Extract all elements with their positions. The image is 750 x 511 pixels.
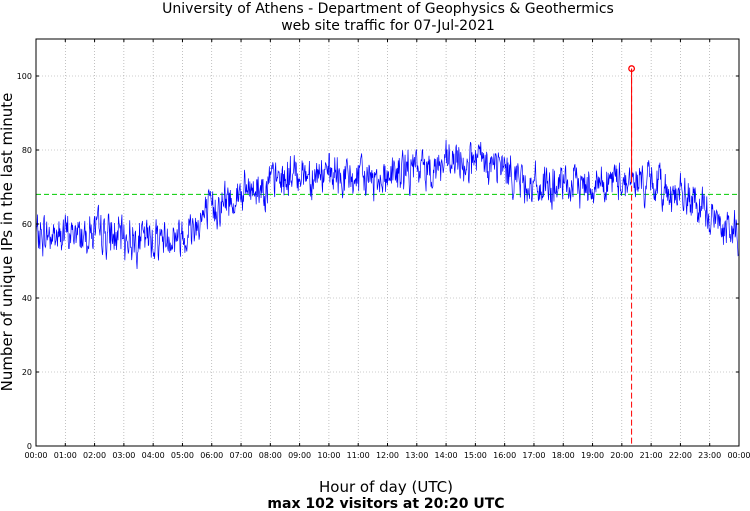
x-tick-label: 12:00 xyxy=(376,451,399,460)
x-tick-label: 16:00 xyxy=(493,451,516,460)
x-tick-label: 23:00 xyxy=(698,451,721,460)
x-tick-label: 06:00 xyxy=(200,451,223,460)
x-tick-label: 08:00 xyxy=(259,451,282,460)
series-line-visitors xyxy=(35,139,739,269)
y-tick-label: 20 xyxy=(22,368,32,377)
x-tick-label: 13:00 xyxy=(405,451,428,460)
y-axis-ticks: 0 20 40 60 80 100 xyxy=(17,72,739,451)
x-tick-label: 00:00 xyxy=(727,451,750,460)
x-tick-label: 15:00 xyxy=(464,451,487,460)
x-tick-label: 02:00 xyxy=(83,451,106,460)
max-marker-point xyxy=(628,65,636,73)
max-marker-group xyxy=(628,65,636,446)
x-tick-label: 03:00 xyxy=(112,451,135,460)
x-axis-label: Hour of day (UTC) xyxy=(319,478,453,496)
x-tick-label: 18:00 xyxy=(552,451,575,460)
x-tick-label: 05:00 xyxy=(171,451,194,460)
x-tick-label: 19:00 xyxy=(581,451,604,460)
series-group xyxy=(35,139,739,269)
x-tick-label: 07:00 xyxy=(230,451,253,460)
x-tick-label: 11:00 xyxy=(347,451,370,460)
x-tick-label: 17:00 xyxy=(522,451,545,460)
y-tick-label: 0 xyxy=(27,442,32,451)
chart-title: University of Athens - Department of Geo… xyxy=(162,1,614,17)
y-tick-label: 80 xyxy=(22,146,32,155)
x-tick-label: 10:00 xyxy=(317,451,340,460)
x-tick-label: 21:00 xyxy=(640,451,663,460)
x-tick-label: 20:00 xyxy=(610,451,633,460)
y-tick-label: 60 xyxy=(22,220,32,229)
max-visitors-summary: max 102 visitors at 20:20 UTC xyxy=(267,496,504,511)
x-tick-label: 04:00 xyxy=(142,451,165,460)
x-tick-label: 00:00 xyxy=(24,451,47,460)
grid-lines xyxy=(36,39,739,446)
x-tick-label: 01:00 xyxy=(54,451,77,460)
x-tick-label: 14:00 xyxy=(435,451,458,460)
y-axis-label: Number of unique IPs in the last minute xyxy=(0,93,16,392)
y-tick-label: 100 xyxy=(17,72,32,81)
x-tick-label: 22:00 xyxy=(669,451,692,460)
x-axis-ticks: 00:00 01:00 02:00 03:00 04:00 05:00 06:00 07:00… xyxy=(24,39,750,460)
x-tick-label: 09:00 xyxy=(288,451,311,460)
chart-subtitle: web site traffic for 07-Jul-2021 xyxy=(281,18,495,34)
y-tick-label: 40 xyxy=(22,294,32,303)
